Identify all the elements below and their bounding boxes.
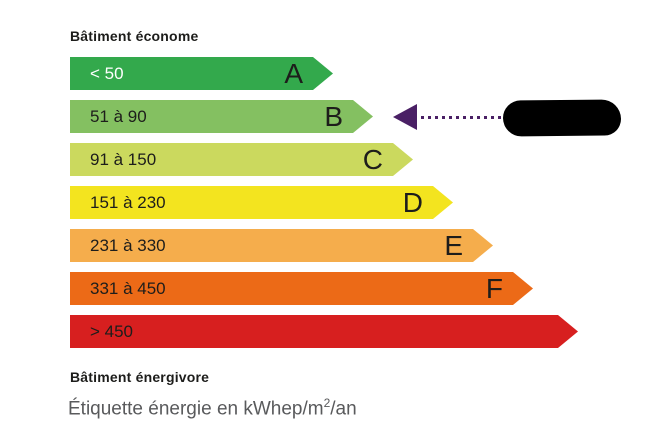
- range-label: 151 à 230: [90, 193, 166, 212]
- range-label: 231 à 330: [90, 236, 166, 255]
- caption-superscript: 2: [323, 396, 331, 410]
- range-label: 331 à 450: [90, 279, 166, 298]
- energy-intensive-building-label: Bâtiment énergivore: [70, 369, 210, 385]
- class-letter: A: [284, 58, 303, 89]
- energy-bar-f: 331 à 450 F: [70, 272, 533, 305]
- class-letter: F: [485, 273, 503, 304]
- range-label: > 450: [90, 322, 134, 341]
- class-letter: D: [402, 187, 423, 218]
- class-letter: E: [444, 230, 463, 261]
- energy-bar-b: 51 à 90 B: [70, 100, 373, 133]
- energy-bar-a: < 50 A: [70, 57, 333, 90]
- caption-text: Étiquette énergie en kWhep/m: [68, 398, 324, 420]
- range-label: < 50: [90, 64, 124, 83]
- energy-scale: < 50 A 51 à 90 B 91 à 150 C 151 à 230 D …: [70, 57, 578, 358]
- range-label: 91 à 150: [90, 150, 157, 169]
- class-letter: C: [362, 144, 383, 175]
- caption-text-unit: /an: [330, 398, 357, 420]
- energy-bar-d: 151 à 230 D: [70, 186, 453, 219]
- energy-bar-g: > 450: [70, 315, 578, 348]
- energy-bar-c: 91 à 150 C: [70, 143, 413, 176]
- energy-bar-e: 231 à 330 E: [70, 229, 493, 262]
- class-letter: B: [324, 101, 343, 132]
- range-label: 51 à 90: [90, 107, 147, 126]
- caption: Étiquette énergie en kWhep/m2/an: [68, 396, 357, 420]
- economical-building-label: Bâtiment économe: [70, 28, 199, 44]
